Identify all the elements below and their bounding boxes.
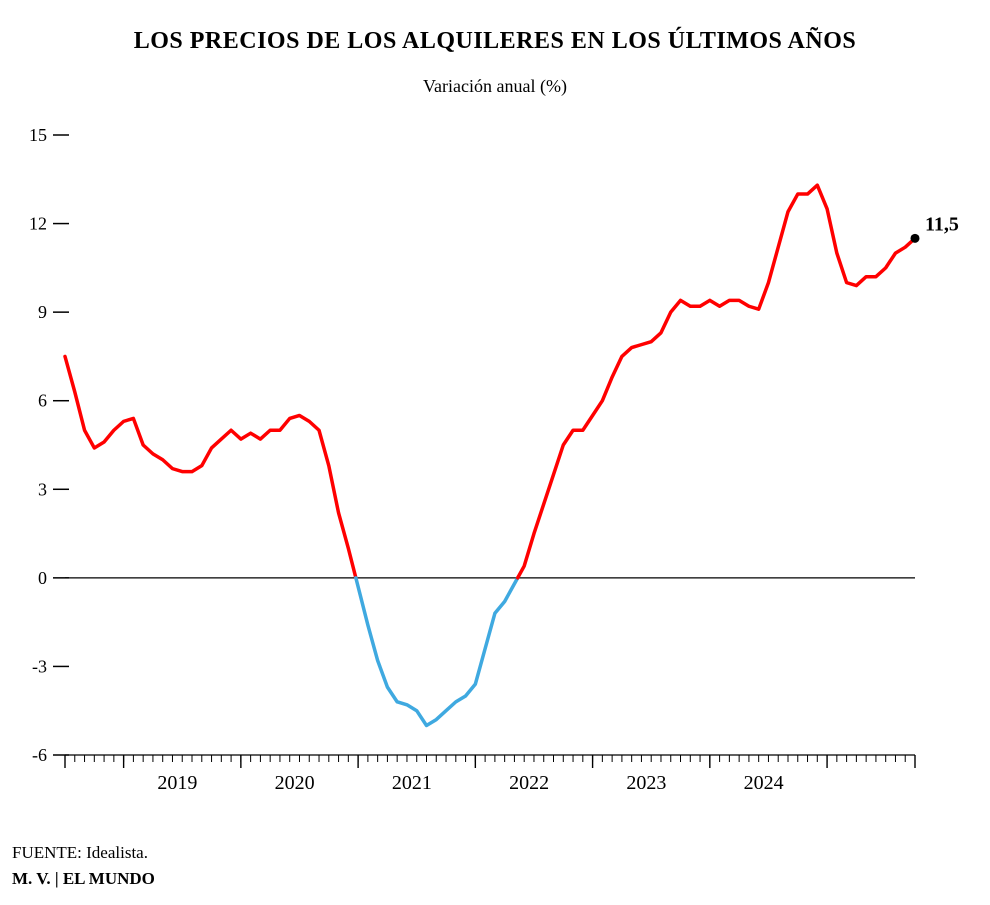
chart-svg: -6-30369121520192020202120222023202411,5	[55, 125, 960, 805]
endpoint-marker	[911, 234, 920, 243]
chart-source: FUENTE: Idealista.	[12, 843, 148, 863]
source-name: Idealista.	[86, 843, 148, 862]
y-tick-label: 0	[38, 568, 47, 588]
x-year-label: 2023	[626, 772, 666, 794]
chart-subtitle: Variación anual (%)	[0, 76, 990, 97]
endpoint-label: 11,5	[925, 213, 959, 235]
y-tick-label: -6	[32, 745, 47, 765]
y-tick-label: 12	[29, 214, 47, 234]
y-tick-label: 3	[38, 479, 47, 499]
series-segment	[518, 185, 915, 578]
chart-credit: M. V. | EL MUNDO	[12, 869, 155, 889]
chart-figure: LOS PRECIOS DE LOS ALQUILERES EN LOS ÚLT…	[0, 0, 990, 905]
x-year-label: 2020	[275, 772, 315, 794]
y-tick-label: 6	[38, 391, 47, 411]
x-year-label: 2021	[392, 772, 432, 794]
x-year-label: 2022	[509, 772, 549, 794]
y-tick-label: 9	[38, 302, 47, 322]
x-year-label: 2019	[157, 772, 197, 794]
chart-plot-area: -6-30369121520192020202120222023202411,5	[55, 125, 960, 805]
series-segment	[65, 356, 356, 577]
y-tick-label: -3	[32, 656, 47, 676]
y-tick-label: 15	[29, 125, 47, 145]
source-prefix: FUENTE:	[12, 843, 86, 862]
chart-title: LOS PRECIOS DE LOS ALQUILERES EN LOS ÚLT…	[0, 28, 990, 55]
series-segment	[356, 578, 518, 726]
x-year-label: 2024	[744, 772, 784, 794]
